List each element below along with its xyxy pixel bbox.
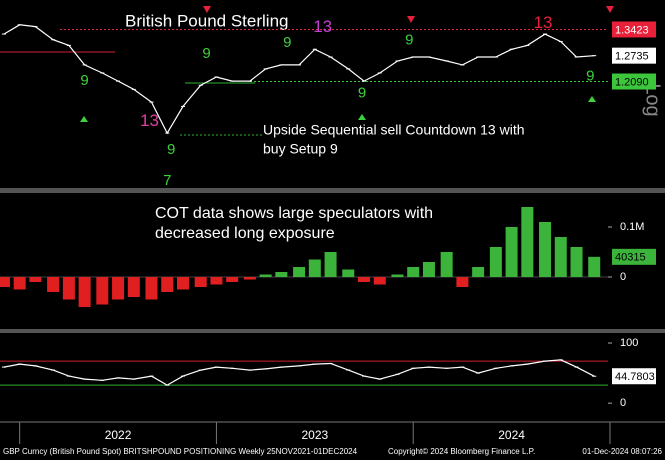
bar xyxy=(521,207,534,277)
value-box xyxy=(612,47,656,64)
bar xyxy=(358,277,371,282)
annotation: buy Setup 9 xyxy=(263,141,338,157)
td-count: 9 xyxy=(202,45,210,62)
td-count: 7 xyxy=(163,172,171,189)
bar xyxy=(194,277,207,287)
bar xyxy=(588,256,601,277)
bar xyxy=(13,277,26,290)
value-box xyxy=(612,73,656,90)
bar xyxy=(324,252,337,277)
buy-arrow xyxy=(80,116,88,122)
td-count: 9 xyxy=(405,31,413,48)
annotation: Upside Sequential sell Countdown 13 with xyxy=(263,122,525,138)
buy-arrow xyxy=(358,114,366,120)
bar xyxy=(472,267,485,277)
td-count: 9 xyxy=(358,85,366,102)
bar xyxy=(308,259,321,277)
annotation: decreased long exposure xyxy=(155,225,335,242)
panel-separator xyxy=(0,188,665,193)
bar xyxy=(210,277,223,285)
bar xyxy=(112,277,125,300)
value-label: 1.2735 xyxy=(615,51,649,63)
bar xyxy=(0,277,10,287)
sell-arrow xyxy=(407,16,415,23)
td-count: 9 xyxy=(80,72,88,89)
bar xyxy=(456,277,469,287)
sell-arrow xyxy=(203,6,211,13)
value-box xyxy=(612,248,656,265)
value-box xyxy=(612,21,656,38)
buy-arrow xyxy=(588,96,596,102)
bar xyxy=(293,267,306,277)
bar xyxy=(505,227,518,277)
value-label: 1.3423 xyxy=(615,24,649,36)
y-tick-label: 100 xyxy=(620,337,638,349)
bar xyxy=(539,222,552,277)
bar xyxy=(96,277,109,305)
td-count: 9 xyxy=(283,34,291,51)
bar xyxy=(29,277,42,282)
bar xyxy=(489,247,502,277)
bar xyxy=(47,277,60,292)
x-tick-label: 2024 xyxy=(498,428,525,442)
x-tick-label: 2022 xyxy=(105,428,132,442)
bar xyxy=(243,277,256,280)
chart-title: British Pound Sterling xyxy=(125,11,288,30)
bar xyxy=(161,277,174,292)
footer: 01-Dec-2024 08:07:26 xyxy=(582,447,662,456)
bar xyxy=(570,247,583,277)
bar xyxy=(259,274,272,277)
annotation: COT data shows large speculators with xyxy=(155,205,433,222)
value-box xyxy=(612,368,656,385)
scale-label: Log xyxy=(642,83,664,116)
bar xyxy=(127,277,140,297)
bar xyxy=(407,267,420,277)
value-label: 40315 xyxy=(615,252,646,264)
footer: GBP Curncy (British Pound Spot) BRITSHPO… xyxy=(3,447,358,456)
bar xyxy=(373,277,386,285)
td-count: 13 xyxy=(140,111,159,130)
panel-separator xyxy=(0,329,665,333)
bar xyxy=(440,252,453,277)
x-tick-label: 2023 xyxy=(301,428,328,442)
y-tick-label: 0.1M xyxy=(620,221,644,233)
bar xyxy=(342,269,355,277)
bar xyxy=(78,277,91,307)
bar xyxy=(391,274,404,277)
td-count: 9 xyxy=(167,141,175,158)
sell-arrow xyxy=(606,6,614,13)
td-count: 9 xyxy=(586,68,594,85)
bar xyxy=(275,272,288,277)
bar xyxy=(554,237,567,277)
bar xyxy=(62,277,75,300)
bar xyxy=(422,262,435,277)
td-count: 13 xyxy=(534,13,553,32)
bar xyxy=(176,277,189,290)
y-tick-label: 0 xyxy=(620,271,626,283)
bar xyxy=(145,277,158,300)
y-tick-label: 0 xyxy=(620,397,626,409)
value-label: 1.2090 xyxy=(615,76,649,88)
bar xyxy=(226,277,239,282)
footer: Copyright© 2024 Bloomberg Finance L.P. xyxy=(388,447,535,456)
value-label: 44.7803 xyxy=(615,371,655,383)
td-count: 13 xyxy=(313,17,332,36)
